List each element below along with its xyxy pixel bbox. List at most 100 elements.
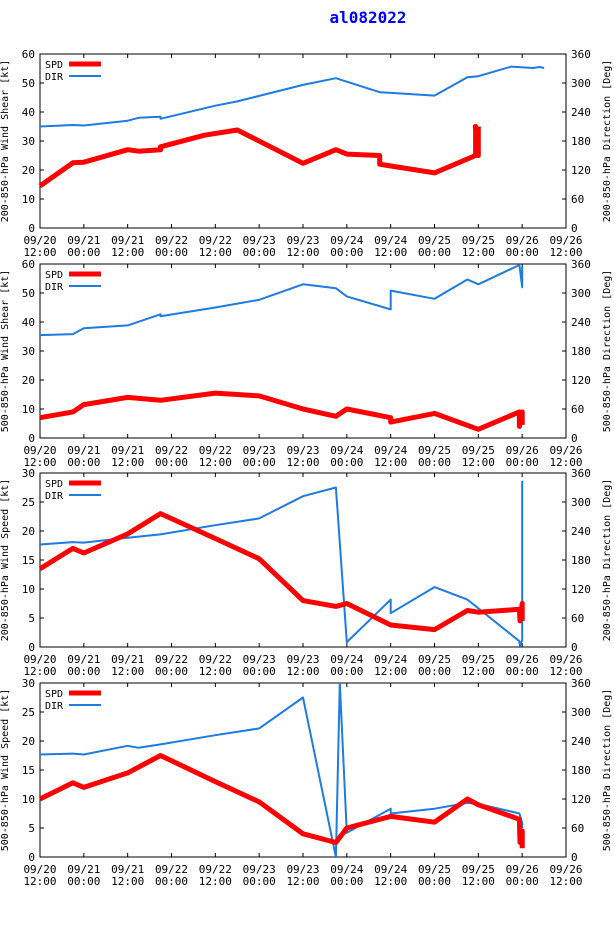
x-tick-label-time: 12:00 xyxy=(462,246,495,259)
x-tick-label-date: 09/22 xyxy=(155,653,188,666)
x-tick-label-date: 09/24 xyxy=(330,444,363,457)
x-tick-label-time: 00:00 xyxy=(243,875,276,888)
x-tick-label-time: 12:00 xyxy=(23,246,56,259)
left-y-tick-label: 30 xyxy=(22,345,35,358)
right-axis-label: 500-850-hPa Direction [Deg] xyxy=(602,270,613,433)
right-y-tick-label: 180 xyxy=(571,135,591,148)
x-tick-label-time: 00:00 xyxy=(243,456,276,469)
x-tick-label-date: 09/20 xyxy=(23,863,56,876)
dir-series-line xyxy=(39,682,524,858)
right-y-tick-label: 240 xyxy=(571,525,591,538)
x-tick-label-date: 09/26 xyxy=(549,444,582,457)
x-tick-label-date: 09/22 xyxy=(155,444,188,457)
x-tick-label-time: 00:00 xyxy=(330,875,363,888)
left-y-tick-label: 5 xyxy=(28,612,35,625)
right-y-tick-label: 180 xyxy=(571,554,591,567)
x-tick-label-time: 00:00 xyxy=(418,875,451,888)
right-y-tick-label: 300 xyxy=(571,706,591,719)
x-tick-label-time: 00:00 xyxy=(506,456,539,469)
x-tick-label-date: 09/25 xyxy=(462,863,495,876)
left-y-tick-label: 20 xyxy=(22,374,35,387)
x-tick-label-date: 09/23 xyxy=(286,653,319,666)
x-tick-label-time: 00:00 xyxy=(330,246,363,259)
right-y-tick-label: 0 xyxy=(571,641,578,654)
x-tick-label-time: 12:00 xyxy=(23,665,56,678)
left-axis-label: 200-850-hPa Wind Shear [kt] xyxy=(0,60,11,223)
x-tick-label-date: 09/24 xyxy=(374,863,407,876)
left-axis-label: 500-850-hPa Wind Shear [kt] xyxy=(0,270,11,433)
spd-series-line xyxy=(38,753,525,849)
x-tick-label-time: 12:00 xyxy=(374,246,407,259)
right-y-tick-label: 360 xyxy=(571,258,591,271)
left-y-tick-label: 60 xyxy=(22,258,35,271)
legend-label-spd: SPD xyxy=(45,60,63,71)
x-tick-label-date: 09/21 xyxy=(111,863,144,876)
x-tick-label-time: 12:00 xyxy=(549,456,582,469)
x-tick-label-time: 12:00 xyxy=(549,246,582,259)
x-tick-label-date: 09/21 xyxy=(111,653,144,666)
left-y-tick-label: 0 xyxy=(28,851,35,864)
right-y-tick-label: 60 xyxy=(571,822,584,835)
x-tick-label-date: 09/21 xyxy=(67,444,100,457)
x-tick-label-date: 09/22 xyxy=(155,863,188,876)
x-tick-label-date: 09/20 xyxy=(23,234,56,247)
x-tick-label-date: 09/22 xyxy=(199,444,232,457)
x-tick-label-time: 00:00 xyxy=(67,665,100,678)
right-y-tick-label: 300 xyxy=(571,287,591,300)
x-tick-label-time: 12:00 xyxy=(462,665,495,678)
x-tick-label-time: 12:00 xyxy=(23,875,56,888)
x-tick-label-time: 12:00 xyxy=(286,246,319,259)
x-tick-label-time: 12:00 xyxy=(462,456,495,469)
left-y-tick-label: 0 xyxy=(28,222,35,235)
x-tick-label-time: 12:00 xyxy=(374,665,407,678)
x-tick-label-time: 00:00 xyxy=(330,456,363,469)
x-tick-label-date: 09/21 xyxy=(67,234,100,247)
x-tick-label-time: 12:00 xyxy=(549,875,582,888)
right-y-tick-label: 240 xyxy=(571,735,591,748)
x-tick-label-date: 09/23 xyxy=(286,444,319,457)
x-tick-label-date: 09/21 xyxy=(67,653,100,666)
x-tick-label-time: 00:00 xyxy=(506,246,539,259)
x-tick-label-date: 09/25 xyxy=(462,653,495,666)
spd-series-line xyxy=(38,124,481,188)
right-y-tick-label: 60 xyxy=(571,193,584,206)
x-tick-label-date: 09/26 xyxy=(549,863,582,876)
x-tick-label-date: 09/20 xyxy=(23,444,56,457)
legend-label-spd: SPD xyxy=(45,270,63,281)
legend-label-dir: DIR xyxy=(45,72,64,83)
x-tick-label-date: 09/25 xyxy=(462,234,495,247)
x-tick-label-time: 12:00 xyxy=(549,665,582,678)
left-y-tick-label: 50 xyxy=(22,287,35,300)
legend-label-spd: SPD xyxy=(45,689,63,700)
left-y-tick-label: 10 xyxy=(22,193,35,206)
left-y-tick-label: 40 xyxy=(22,316,35,329)
x-tick-label-time: 00:00 xyxy=(330,665,363,678)
x-tick-label-time: 12:00 xyxy=(111,875,144,888)
x-tick-label-date: 09/21 xyxy=(67,863,100,876)
x-tick-label-time: 12:00 xyxy=(286,665,319,678)
left-y-tick-label: 0 xyxy=(28,432,35,445)
left-y-tick-label: 10 xyxy=(22,793,35,806)
x-tick-label-time: 12:00 xyxy=(374,875,407,888)
left-y-tick-label: 60 xyxy=(22,48,35,61)
x-tick-label-date: 09/22 xyxy=(199,863,232,876)
x-tick-label-time: 00:00 xyxy=(155,456,188,469)
dir-series-line xyxy=(39,480,524,647)
left-y-tick-label: 10 xyxy=(22,403,35,416)
x-tick-label-date: 09/24 xyxy=(374,444,407,457)
x-tick-label-time: 12:00 xyxy=(286,456,319,469)
right-y-tick-label: 240 xyxy=(571,316,591,329)
left-y-tick-label: 40 xyxy=(22,106,35,119)
right-axis-label: 200-850-hPa Direction [Deg] xyxy=(602,479,613,642)
x-tick-label-time: 12:00 xyxy=(374,456,407,469)
left-axis-label: 500-850-hPa Wind Speed [kt] xyxy=(0,689,11,852)
x-tick-label-time: 12:00 xyxy=(462,875,495,888)
plot-frame-3 xyxy=(39,472,567,648)
left-y-tick-label: 30 xyxy=(22,677,35,690)
x-tick-label-time: 00:00 xyxy=(155,246,188,259)
x-tick-label-date: 09/23 xyxy=(286,863,319,876)
x-tick-label-time: 00:00 xyxy=(155,665,188,678)
page-title: al082022 xyxy=(329,8,407,27)
x-tick-label-date: 09/25 xyxy=(418,234,451,247)
x-tick-label-date: 09/26 xyxy=(506,863,539,876)
